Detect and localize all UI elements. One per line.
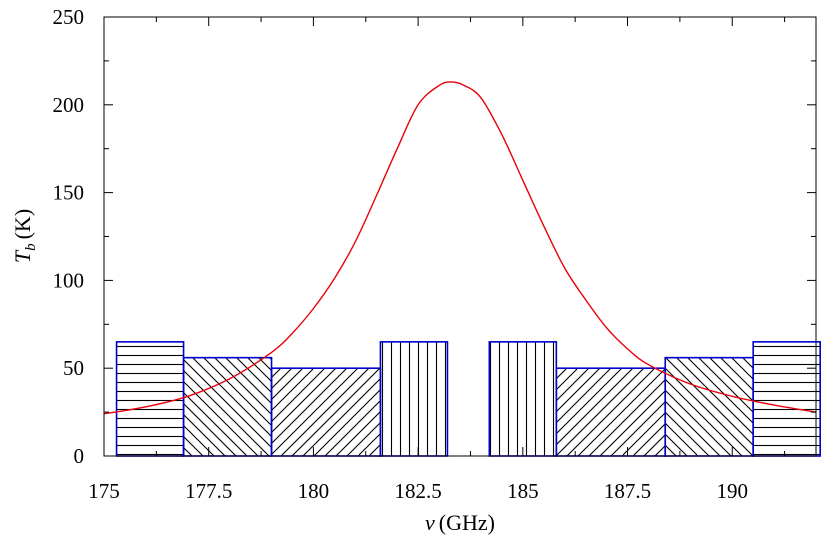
y-tick-label: 200 [53,93,85,117]
bars-layer [115,341,821,457]
x-axis-unit: (GHz) [439,510,495,535]
bar-4 [379,341,449,457]
bar-3 [270,367,382,457]
y-tick-label: 100 [53,268,85,292]
y-axis-subscript: b [23,243,39,251]
bar-5 [488,341,558,457]
y-tick-label: 0 [74,444,85,468]
x-tick-label: 180 [298,479,330,503]
x-tick-label: 185 [507,479,539,503]
x-tick-labels: 175 177.5 180 182.5 185 187.5 190 [88,479,748,503]
x-tick-label: 190 [716,479,748,503]
bar-7 [664,356,754,457]
y-axis-symbol: T [10,249,35,263]
curve-layer [104,81,816,415]
x-tick-label: 182.5 [394,479,441,503]
bar-1 [115,341,185,457]
ticks-layer [103,16,816,457]
y-tick-label: 250 [53,5,85,29]
bar-8 [752,341,821,457]
x-axis-label: ν (GHz) [425,510,495,535]
y-tick-labels: 0 50 100 150 200 250 [53,5,85,468]
y-tick-label: 150 [53,181,85,205]
x-axis-symbol: ν [425,510,435,535]
brightness-temperature-curve [104,81,816,415]
y-axis-unit: (K) [10,209,35,240]
bar-6 [555,367,667,457]
y-axis-label: Tb (K) [10,209,39,263]
y-tick-label: 50 [63,356,84,380]
x-tick-label: 177.5 [185,479,232,503]
bar-2 [182,356,273,457]
x-tick-label: 175 [88,479,120,503]
x-tick-label: 187.5 [604,479,651,503]
